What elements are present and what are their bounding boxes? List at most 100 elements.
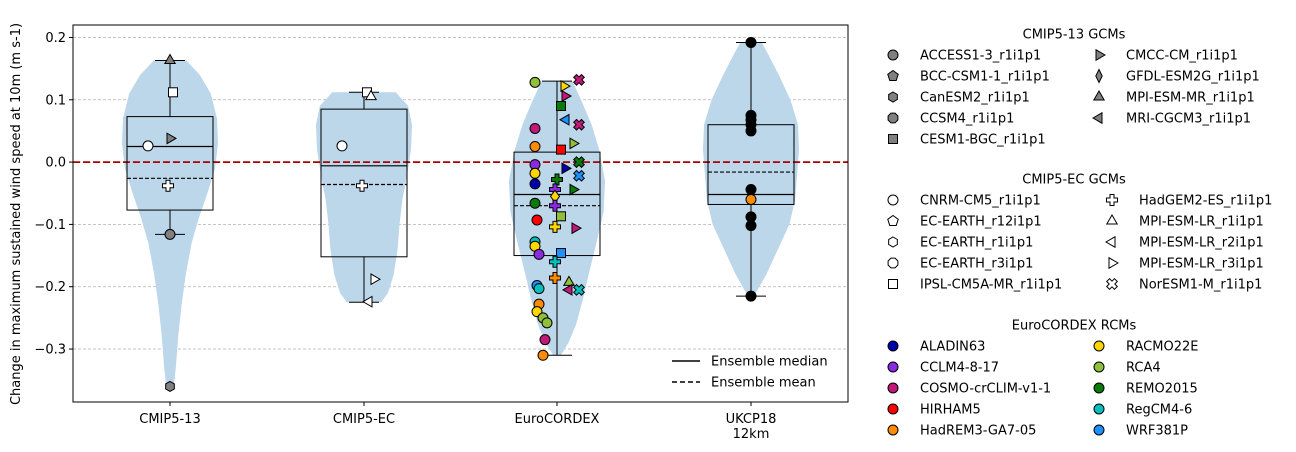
data-point xyxy=(163,53,177,65)
data-point-shape xyxy=(529,141,541,153)
data-point xyxy=(572,156,586,169)
legend-marker xyxy=(887,112,899,124)
data-point xyxy=(571,222,582,235)
data-point-shape xyxy=(166,132,177,145)
data-point xyxy=(537,349,549,361)
data-point-shape xyxy=(551,173,563,186)
legend-entry-label: HadGEM2-ES_r1i1p1 xyxy=(1139,194,1272,209)
legend-marker-shape xyxy=(1093,382,1105,394)
legend-marker xyxy=(1093,424,1105,436)
x-tick-label: EuroCORDEX xyxy=(515,412,600,427)
y-tick-label: −0.2 xyxy=(34,280,66,295)
legend-marker-shape xyxy=(887,424,899,436)
data-point-shape xyxy=(541,317,553,329)
data-point-shape xyxy=(572,283,586,296)
legend-marker xyxy=(887,361,899,373)
legend-marker xyxy=(888,279,898,289)
data-point-shape xyxy=(556,144,566,155)
legend-marker xyxy=(887,403,899,415)
data-point-shape xyxy=(549,199,561,212)
data-point xyxy=(364,89,378,101)
box xyxy=(320,108,408,258)
y-tick-label: 0.0 xyxy=(45,156,66,171)
data-point-shape xyxy=(529,178,541,190)
legend-marker xyxy=(1108,256,1119,270)
data-point xyxy=(745,125,757,137)
data-point xyxy=(572,73,586,86)
legend-entry-label: MPI-ESM-LR_r1i1p1 xyxy=(1139,215,1264,230)
data-point-shape xyxy=(168,87,178,98)
x-tick-label: CMIP5-13 xyxy=(139,412,200,427)
legend-entry-label: IPSL-CM5A-MR_r1i1p1 xyxy=(920,278,1062,293)
legend-entry-label: REMO2015 xyxy=(1126,382,1198,397)
inline-legend-label: Ensemble mean xyxy=(711,376,816,391)
data-point-shape xyxy=(529,197,541,209)
data-point xyxy=(549,271,561,284)
legend-entry-label: CESM1-BGC_r1i1p1 xyxy=(920,133,1046,148)
data-point xyxy=(531,214,543,226)
data-point-shape xyxy=(562,275,576,286)
data-point xyxy=(556,101,566,112)
legend-entry-label: CCLM4-8-17 xyxy=(920,361,999,376)
data-point-shape xyxy=(362,295,373,308)
data-point-shape xyxy=(549,220,561,233)
x-tick-label: UKCP18 xyxy=(726,412,777,427)
y-axis-label: Change in maximum sustained wind speed a… xyxy=(9,23,24,405)
legend-entry-label: BCC-CSM1-1_r1i1p1 xyxy=(920,70,1050,85)
legend-marker xyxy=(887,194,899,206)
legend-marker xyxy=(1093,340,1105,352)
data-point xyxy=(529,178,541,190)
data-point xyxy=(168,87,178,98)
legend-entry-label: RCA4 xyxy=(1126,361,1161,376)
data-point-shape xyxy=(569,183,580,196)
data-point-shape xyxy=(164,228,176,240)
legend-marker xyxy=(887,257,899,269)
legend-marker-shape xyxy=(888,236,898,248)
legend-entry-label: MPI-ESM-LR_r2i1p1 xyxy=(1139,236,1264,251)
legend-marker xyxy=(1095,48,1106,62)
data-point xyxy=(533,283,545,295)
data-point xyxy=(142,140,154,152)
data-point xyxy=(560,80,571,93)
data-point xyxy=(572,169,586,182)
legend-marker-shape xyxy=(888,279,898,289)
legend-marker-shape xyxy=(1092,111,1103,125)
data-point xyxy=(166,132,177,145)
data-point xyxy=(572,283,586,296)
legend-marker xyxy=(1105,277,1119,291)
data-point-shape xyxy=(745,220,757,232)
data-point xyxy=(165,380,175,392)
legend-marker-shape xyxy=(1105,214,1119,225)
data-point xyxy=(164,228,176,240)
data-point xyxy=(556,248,566,259)
data-point xyxy=(561,89,572,103)
data-point-shape xyxy=(572,156,586,169)
data-point xyxy=(569,137,580,150)
data-point-shape xyxy=(556,248,566,259)
data-point-shape xyxy=(561,89,572,103)
legend-marker-shape xyxy=(1108,256,1119,270)
data-point-shape xyxy=(529,76,541,88)
data-point-shape xyxy=(163,53,177,65)
legend-marker xyxy=(1095,68,1103,84)
data-point-shape xyxy=(533,283,545,295)
y-tick-label: −0.3 xyxy=(34,343,66,358)
data-point-shape xyxy=(549,271,561,284)
legend-entry-label: WRF381P xyxy=(1126,424,1188,439)
data-point xyxy=(529,197,541,209)
data-point-shape xyxy=(529,122,541,134)
data-point-shape xyxy=(549,255,561,268)
legend-section-title: CMIP5-EC GCMs xyxy=(1022,173,1126,188)
legend-entry-label: ACCESS1-3_r1i1p1 xyxy=(920,49,1041,64)
legend-entry-label: COSMO-crCLIM-v1-1 xyxy=(920,382,1051,397)
legend-entry-label: HIRHAM5 xyxy=(920,403,981,418)
legend-marker-shape xyxy=(888,91,898,103)
legend-marker xyxy=(887,49,899,61)
data-point xyxy=(162,179,174,192)
data-point xyxy=(572,118,586,131)
legend-entry-label: CMCC-CM_r1i1p1 xyxy=(1126,49,1238,64)
data-point xyxy=(549,255,561,268)
legend-marker-shape xyxy=(1105,235,1116,249)
data-point-shape xyxy=(142,140,154,152)
